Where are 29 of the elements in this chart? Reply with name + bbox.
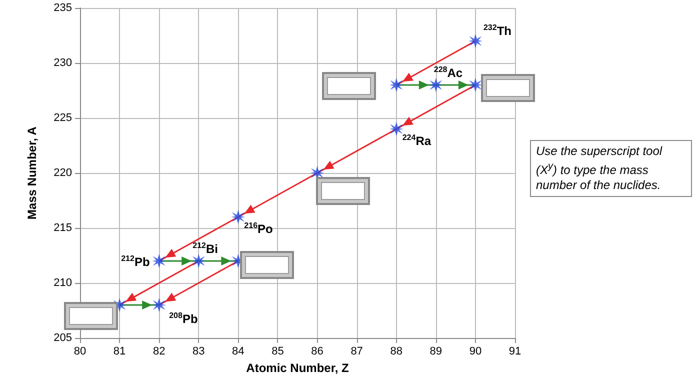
y-tick-label: 225	[54, 112, 72, 124]
x-tick-label: 91	[508, 346, 522, 358]
x-tick-label: 89	[430, 346, 442, 358]
text: Use the superscript tool (X$^{y}$) to type the mass number of the nuclides.	[530, 140, 692, 197]
annotation: $^{212}$Bi	[192, 241, 218, 256]
x-tick-label: 87	[350, 346, 363, 358]
annotation: $^{224}$Ra	[402, 133, 432, 148]
x-tick-label: 90	[469, 346, 482, 358]
x-axis-title: Atomic Number, Z	[246, 361, 349, 375]
x-tick-label: 86	[311, 346, 324, 358]
x-tick-label: 82	[152, 346, 166, 358]
annotation: $^{216}$Po	[244, 221, 273, 236]
x-tick-label: 80	[74, 346, 86, 358]
x-tick-label: 81	[113, 346, 126, 358]
annotation: $^{212}$Pb	[121, 254, 150, 269]
annotation: $^{208}$Pb	[169, 311, 198, 326]
y-tick-label: 215	[54, 222, 72, 234]
x-tick-label: 88	[390, 346, 402, 358]
y-tick-label: 230	[54, 57, 72, 69]
y-tick-label: 205	[54, 332, 72, 344]
y-tick-label: 210	[54, 277, 72, 289]
y-axis-title: Mass Number, A	[25, 126, 39, 220]
x-tick-label: 83	[192, 346, 205, 358]
x-tick-label: 84	[232, 346, 244, 358]
x-tick-label: 85	[272, 346, 284, 358]
annotation: $^{228}$Ac	[434, 65, 463, 80]
y-tick-label: 220	[54, 167, 72, 179]
annotation: $^{232}$Th	[483, 23, 512, 38]
y-tick-label: 235	[54, 2, 72, 14]
